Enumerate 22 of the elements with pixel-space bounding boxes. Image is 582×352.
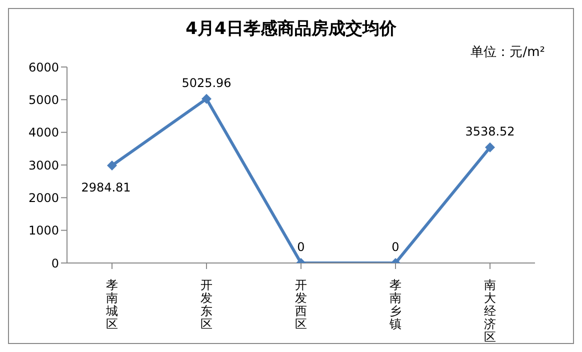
point — [485, 142, 495, 152]
data-label: 0 — [392, 240, 400, 254]
chart-title: 4月4日孝感商品房成交均价 — [184, 18, 398, 40]
x-tick-label: 南大经济区 — [484, 278, 496, 344]
point — [107, 160, 117, 170]
x-tick-label: 开发西区 — [295, 278, 307, 331]
data-label: 0 — [297, 240, 305, 254]
x-tick-label: 孝南城区 — [105, 278, 118, 331]
y-tick-label: 6000 — [28, 60, 59, 74]
text: 单位：元/m² — [470, 44, 545, 61]
point — [202, 94, 212, 104]
data-label: 2984.81 — [81, 180, 131, 194]
y-tick-label: 5000 — [28, 92, 59, 107]
x-tick-label: 开发东区 — [200, 278, 212, 331]
data-label: 3538.52 — [465, 124, 515, 138]
data-label: 5025.96 — [182, 76, 232, 90]
y-tick-label: 4000 — [28, 126, 59, 140]
y-tick-label: 0 — [51, 256, 59, 270]
y-tick-label: 1000 — [28, 224, 59, 238]
x-tick-label: 孝南乡镇 — [388, 278, 402, 331]
y-tick-label: 3000 — [28, 158, 59, 172]
y-tick-label: 2000 — [28, 190, 59, 205]
